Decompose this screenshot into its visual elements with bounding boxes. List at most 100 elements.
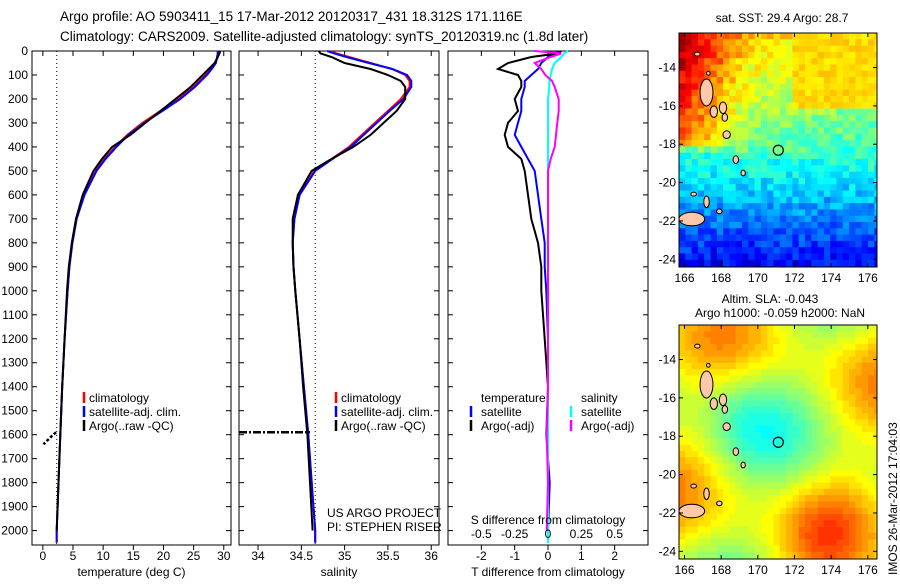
sst-cell <box>874 133 878 141</box>
sla-cell <box>792 457 799 464</box>
sst-cell <box>823 89 831 97</box>
sla-cell <box>874 400 878 408</box>
sst-cell <box>748 133 755 141</box>
sla-cell <box>691 551 699 559</box>
sst-cell <box>779 152 787 160</box>
sst-cell <box>716 133 724 141</box>
sla-cell <box>685 413 692 420</box>
sst-cell <box>779 196 787 204</box>
y-tick-label: 1500 <box>1 404 28 418</box>
sst-cell <box>786 259 793 267</box>
sla-cell <box>773 369 781 376</box>
sst-cell <box>805 159 812 166</box>
sla-cell <box>679 375 686 382</box>
sla-cell <box>754 539 762 546</box>
sla-cell <box>817 551 825 559</box>
sst-cell <box>798 234 806 242</box>
sla-cell <box>817 469 825 477</box>
sst-cell <box>855 171 862 179</box>
sla-cell <box>742 514 749 521</box>
sst-cell <box>823 196 831 204</box>
sst-cell <box>861 165 869 172</box>
sla-cell <box>723 476 730 483</box>
sla-cell <box>830 381 837 389</box>
sla-cell <box>811 444 818 452</box>
y-tick-label: 600 <box>8 188 28 202</box>
sst-cell <box>748 45 755 53</box>
sst-cell <box>704 159 711 166</box>
sst-cell <box>679 152 686 160</box>
sla-cell <box>760 495 768 502</box>
sla-cell <box>798 356 806 364</box>
sla-cell <box>716 356 724 364</box>
sst-cell <box>704 45 711 53</box>
sst-cell <box>735 222 743 229</box>
legend-label: temperature <box>481 391 546 405</box>
sla-cell <box>679 325 686 332</box>
sla-cell <box>742 495 749 502</box>
sst-cell <box>710 209 718 216</box>
sla-cell <box>691 432 699 439</box>
sla-cell <box>729 362 736 370</box>
sst-cell <box>773 171 781 179</box>
sla-cell <box>704 501 711 508</box>
sla-cell <box>811 482 818 490</box>
sst-cell <box>716 253 724 261</box>
sst-cell <box>786 253 793 261</box>
sla-cell <box>773 331 781 338</box>
sst-cell <box>861 228 869 235</box>
sst-cell <box>697 58 705 65</box>
series-line-satellite-adj-clim- <box>291 50 413 543</box>
sst-cell <box>861 209 869 216</box>
sla-cell <box>836 388 844 395</box>
sst-cell <box>691 121 699 128</box>
sla-cell <box>685 526 692 534</box>
sla-cell <box>697 457 705 464</box>
sst-cell <box>786 114 793 122</box>
sst-cell <box>792 184 799 191</box>
sla-cell <box>811 419 818 427</box>
sla-cell <box>729 381 736 389</box>
sla-cell <box>811 501 818 508</box>
sst-cell <box>811 77 818 84</box>
plot-frame-temperature <box>31 50 232 546</box>
sst-cell <box>836 171 844 179</box>
sst-cell <box>836 96 844 103</box>
sla-cell <box>742 400 749 408</box>
sst-cell <box>754 215 762 223</box>
sla-cell <box>735 362 743 370</box>
sla-cell <box>861 463 869 471</box>
sst-cell <box>767 39 774 46</box>
sst-cell <box>742 58 749 65</box>
sst-cell <box>823 253 831 261</box>
sst-cell <box>779 165 787 172</box>
sst-cell <box>805 51 812 59</box>
sst-cell <box>836 209 844 216</box>
sst-cell <box>830 177 837 185</box>
sla-cell <box>697 406 705 414</box>
sla-cell <box>874 432 878 439</box>
sla-cell <box>798 325 806 332</box>
sla-cell <box>817 350 825 357</box>
sst-cell <box>792 196 799 204</box>
sst-cell <box>861 121 869 128</box>
sla-cell <box>823 551 831 559</box>
sla-cell <box>773 457 781 464</box>
sst-cell <box>691 89 699 97</box>
legend-label: satellite <box>581 405 622 419</box>
sst-cell <box>811 177 818 185</box>
sst-cell <box>861 247 869 254</box>
sla-cell <box>760 350 768 357</box>
sla-cell <box>729 369 736 376</box>
sst-cell <box>836 133 844 141</box>
sla-cell <box>754 495 762 502</box>
sla-cell <box>811 388 818 395</box>
sla-cell <box>729 444 736 452</box>
sla-cell <box>849 457 856 464</box>
sla-cell <box>767 400 774 408</box>
sla-cell <box>786 476 793 483</box>
sla-cell <box>830 356 837 364</box>
sla-cell <box>685 469 692 477</box>
sst-cell <box>805 259 812 267</box>
sst-cell <box>729 234 736 242</box>
